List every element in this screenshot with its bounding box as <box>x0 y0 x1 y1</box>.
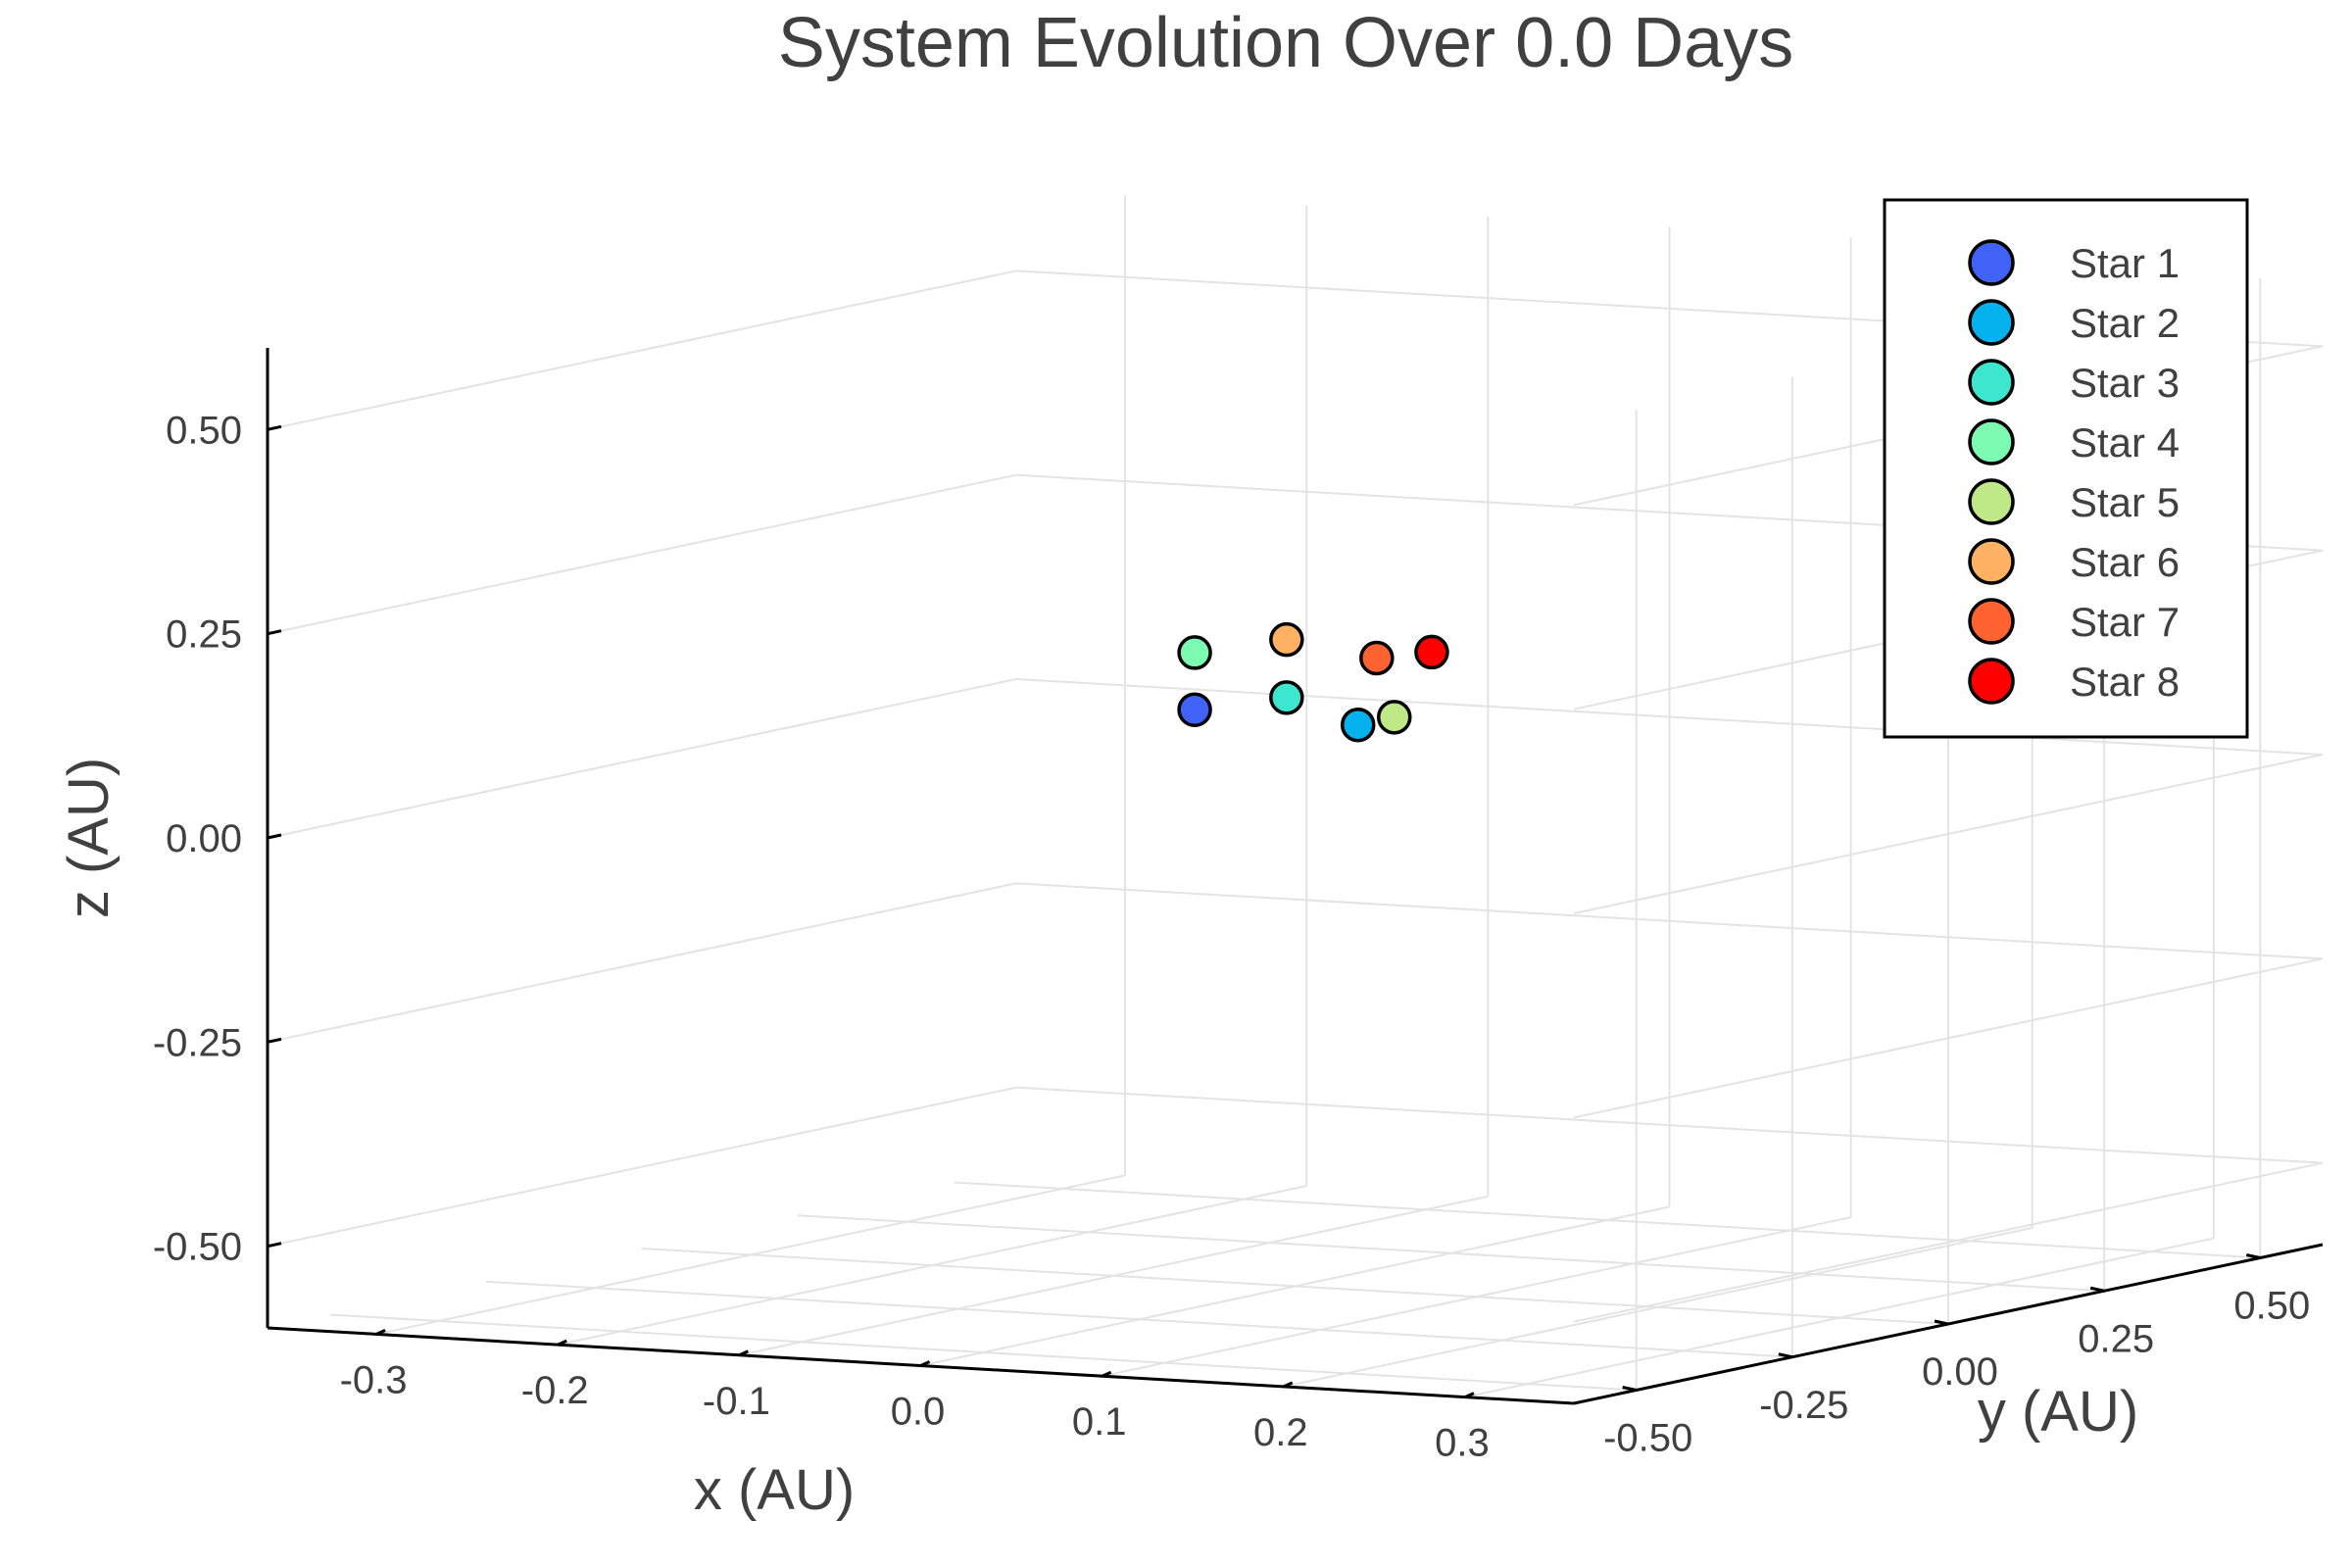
z-tick-label: 0.50 <box>166 409 242 452</box>
legend-label: Star 8 <box>2070 659 2180 705</box>
legend-marker <box>1968 299 2015 346</box>
legend-marker <box>1968 598 2015 645</box>
z-tick-mark <box>267 1242 282 1249</box>
data-point <box>1414 634 1449 670</box>
legend-label: Star 2 <box>2070 300 2180 346</box>
grid-line <box>267 473 1017 635</box>
y-tick-label: 0.25 <box>2078 1317 2154 1360</box>
legend-label: Star 4 <box>2070 419 2180 466</box>
data-point <box>1269 621 1304 658</box>
legend-marker <box>1968 538 2015 585</box>
grid-line <box>267 1086 1017 1248</box>
x-tick-label: -0.2 <box>521 1369 589 1412</box>
x-tick-label: -0.3 <box>340 1358 408 1401</box>
legend-marker <box>1968 359 2015 406</box>
grid-line <box>485 1280 1792 1358</box>
y-tick-label: 0.50 <box>2233 1285 2310 1328</box>
tick-labels: -0.3 -0.2 -0.1 0.0 0.1 0.2 0.3 -0.50 -0.25 0.00 0.… <box>153 409 2310 1464</box>
z-tick-label: 0.25 <box>166 613 242 657</box>
legend: Star 1 Star 2 Star 3 Star 4 Star 5 Star 6 Star… <box>1883 198 2249 739</box>
grid-line <box>641 1248 1949 1325</box>
y-tick-label: -0.50 <box>1603 1417 1692 1460</box>
legend-label: Star 7 <box>2070 599 2180 645</box>
legend-label: Star 6 <box>2070 539 2180 585</box>
data-points <box>1177 621 1449 743</box>
y-tick-mark <box>2246 1253 2261 1259</box>
legend-marker <box>1968 658 2015 705</box>
y-tick-mark <box>1934 1319 1949 1326</box>
grid-lines <box>267 195 2324 1398</box>
legend-label: Star 1 <box>2070 240 2180 286</box>
data-point <box>1269 680 1304 715</box>
grid-line <box>1573 957 2324 1119</box>
x-axis-label: x (AU) <box>694 1458 855 1522</box>
x-tick-mark <box>738 1349 749 1357</box>
z-axis-label: z (AU) <box>57 758 121 918</box>
x-tick-mark <box>557 1339 567 1347</box>
legend-box <box>1883 198 2249 739</box>
z-tick-label: -0.25 <box>153 1021 242 1064</box>
x-tick-label: 0.1 <box>1072 1400 1127 1444</box>
chart-title: System Evolution Over 0.0 Days <box>778 4 1793 82</box>
grid-line <box>267 678 1017 839</box>
x-tick-mark <box>1102 1370 1112 1378</box>
z-tick-mark <box>267 629 282 636</box>
legend-marker <box>1968 478 2015 525</box>
legend-label: Star 5 <box>2070 479 2180 525</box>
y-axis-label: y (AU) <box>1978 1380 2138 1444</box>
data-point <box>1376 700 1412 735</box>
z-tick-label: 0.00 <box>166 817 242 860</box>
data-point <box>1340 707 1376 743</box>
z-tick-mark <box>267 1037 282 1044</box>
data-point <box>1177 692 1212 727</box>
legend-label: Star 3 <box>2070 360 2180 406</box>
x-tick-label: 0.0 <box>891 1391 946 1434</box>
y-tick-label: 0.00 <box>1922 1350 1998 1394</box>
x-tick-label: -0.1 <box>703 1380 770 1423</box>
axes <box>266 348 2324 1405</box>
y-tick-label: -0.25 <box>1759 1384 1848 1427</box>
y-tick-mark <box>1622 1386 1637 1392</box>
z-tick-mark <box>267 424 282 431</box>
z-tick-mark <box>267 833 282 840</box>
x-tick-label: 0.2 <box>1253 1411 1308 1454</box>
grid-line <box>954 1181 2261 1259</box>
x-tick-mark <box>375 1329 386 1336</box>
grid-line <box>267 882 1017 1044</box>
x-tick-mark <box>919 1360 931 1367</box>
grid-line <box>267 270 1017 431</box>
grid-line <box>798 1214 2105 1293</box>
y-tick-mark <box>1778 1352 1793 1359</box>
x-tick-mark <box>1283 1381 1294 1389</box>
legend-marker <box>1968 418 2015 466</box>
data-point <box>1177 635 1212 670</box>
x-tick-label: 0.3 <box>1435 1422 1490 1465</box>
z-tick-label: -0.50 <box>153 1226 242 1269</box>
legend-marker <box>1968 239 2015 286</box>
x-tick-mark <box>1464 1392 1475 1398</box>
grid-line <box>1573 1161 2324 1323</box>
grid-line <box>1573 754 2324 914</box>
y-tick-mark <box>2089 1286 2105 1293</box>
grid-line <box>329 1313 1637 1392</box>
data-point <box>1359 640 1395 676</box>
